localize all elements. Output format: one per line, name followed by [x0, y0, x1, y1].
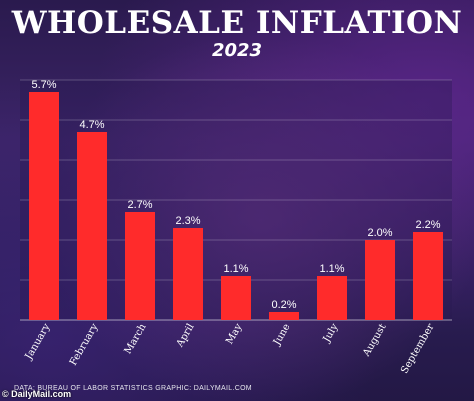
- data-label: 0.2%: [271, 299, 296, 311]
- x-tick-label: August: [361, 322, 389, 359]
- data-label: 2.2%: [415, 219, 440, 231]
- x-tick-label: May: [224, 322, 245, 347]
- bar: [365, 240, 395, 320]
- data-label: 2.0%: [367, 227, 392, 239]
- bar: [125, 212, 155, 320]
- dailymail-logo: © DailyMail.com: [2, 389, 72, 399]
- chart-title: WHOLESALE INFLATION: [11, 5, 463, 41]
- bar: [413, 232, 443, 320]
- source-credit: DATA: BUREAU OF LABOR STATISTICS GRAPHIC…: [14, 385, 252, 392]
- x-tick-label: April: [174, 322, 196, 350]
- bar: [221, 276, 251, 320]
- x-tick-label: January: [23, 322, 53, 363]
- bar: [77, 132, 107, 320]
- bar: [29, 92, 59, 320]
- bar: [269, 312, 299, 320]
- data-label: 4.7%: [79, 119, 104, 131]
- x-tick-label: June: [271, 322, 292, 348]
- data-label: 1.1%: [223, 263, 248, 275]
- chart-subtitle: 2023: [211, 40, 263, 61]
- x-tick-label: March: [123, 322, 149, 357]
- x-tick-label: February: [68, 322, 101, 368]
- data-label: 1.1%: [319, 263, 344, 275]
- data-label: 5.7%: [31, 79, 56, 91]
- x-tick-label: July: [321, 322, 341, 345]
- x-tick-label: September: [399, 322, 436, 376]
- data-label: 2.3%: [175, 215, 200, 227]
- bar: [317, 276, 347, 320]
- data-label: 2.7%: [127, 199, 152, 211]
- bar: [173, 228, 203, 320]
